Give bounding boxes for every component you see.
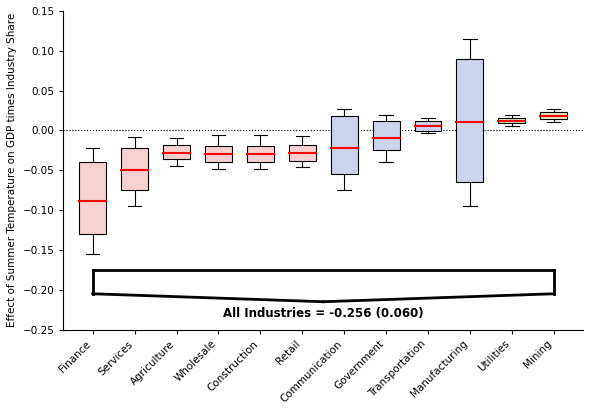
Bar [457,59,483,182]
Bar [289,145,316,161]
Bar [205,145,232,162]
Y-axis label: Effect of Summer Temperature on GDP times Industry Share: Effect of Summer Temperature on GDP time… [7,13,17,328]
Bar [79,162,106,234]
Bar [373,121,399,150]
Bar [121,148,148,190]
Text: All Industries = -0.256 (0.060): All Industries = -0.256 (0.060) [223,307,424,320]
Bar [163,145,190,159]
Bar [415,121,441,131]
Bar [540,112,567,119]
Bar [499,118,525,123]
Bar [331,116,358,174]
Bar [247,145,274,162]
